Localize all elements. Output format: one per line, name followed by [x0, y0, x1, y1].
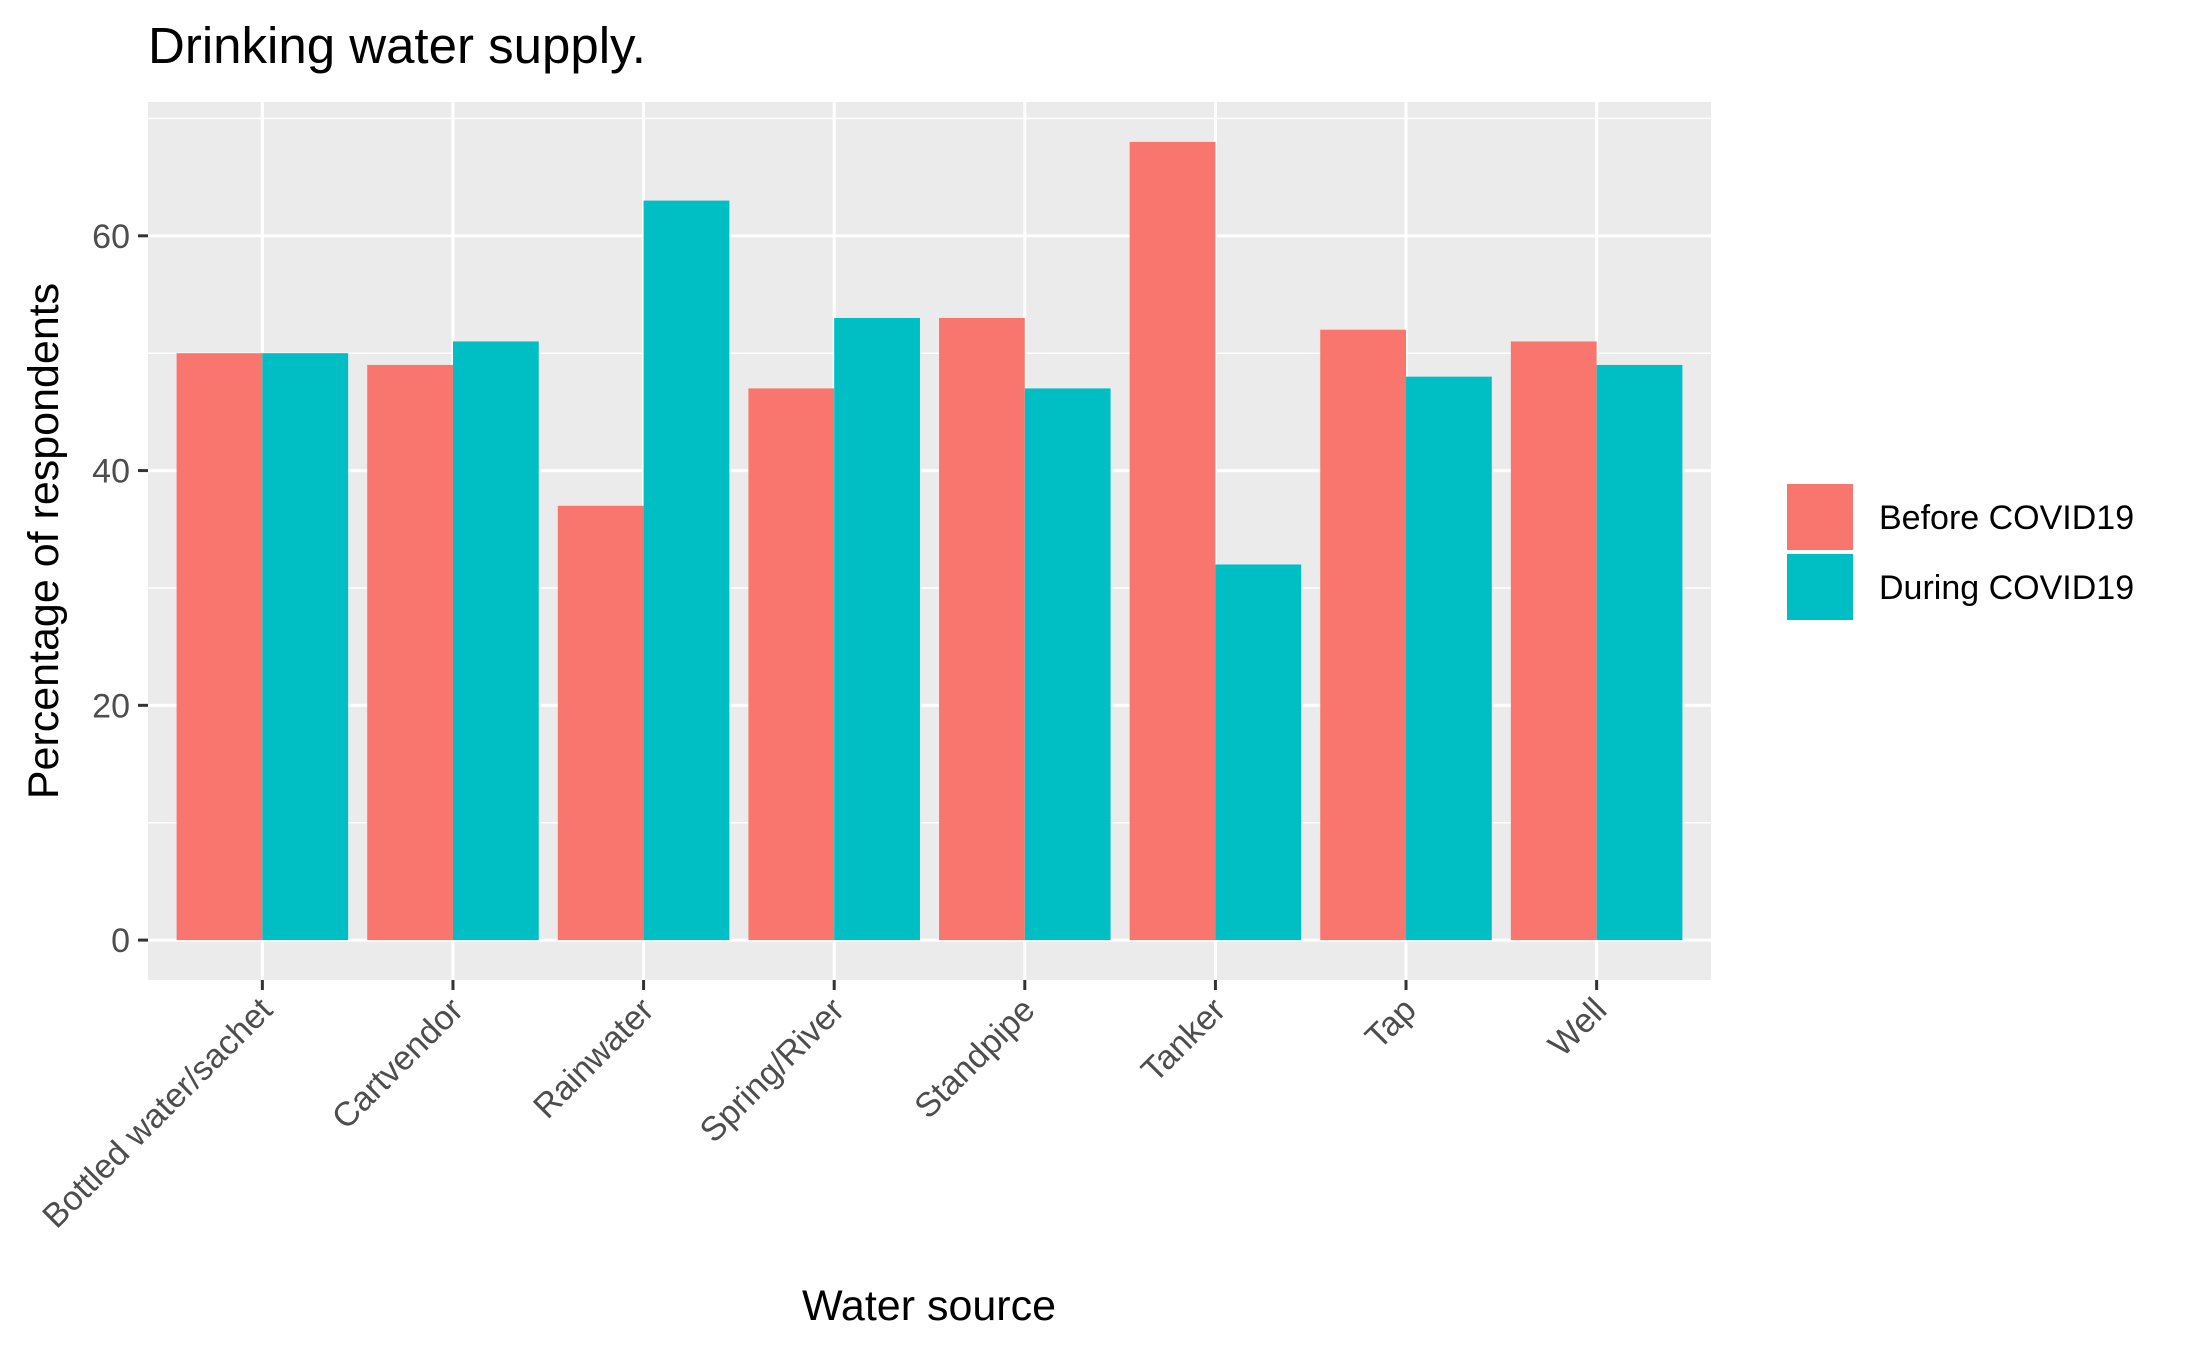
x-axis: Bottled water/sachet Cartvendor Rainwater S…: [35, 980, 1614, 1235]
x-tick-label: Spring/River: [693, 991, 852, 1150]
bar: [262, 353, 349, 941]
y-tick-label: 40: [92, 453, 130, 491]
x-tick-label: Bottled water/sachet: [35, 990, 280, 1235]
bar: [1596, 364, 1683, 941]
bars: [176, 141, 1683, 941]
x-tick-label: Rainwater: [526, 991, 661, 1126]
bar: [643, 200, 730, 941]
y-axis: 0 20 40 60: [92, 218, 148, 960]
y-axis-title: Percentage of respondents: [20, 283, 68, 799]
bar: [1215, 564, 1302, 941]
x-tick-label: Tanker: [1134, 991, 1233, 1090]
bar: [1129, 141, 1216, 941]
bar: [557, 505, 644, 941]
bar: [1510, 341, 1597, 941]
bar: [939, 317, 1025, 941]
legend: Before COVID19 During COVID19: [1785, 482, 2134, 622]
bar: [1406, 376, 1492, 941]
x-tick-label: Cartvendor: [325, 991, 471, 1137]
x-tick-label: Well: [1541, 991, 1614, 1064]
chart-title: Drinking water supply.: [148, 17, 646, 74]
bar: [1024, 388, 1111, 941]
bar: [748, 388, 835, 941]
bar: [367, 364, 453, 941]
bar: [176, 353, 263, 941]
legend-swatch: [1787, 484, 1853, 550]
bar: [1320, 329, 1407, 941]
x-tick-label: Standpipe: [907, 991, 1042, 1126]
y-tick-label: 60: [92, 218, 130, 256]
legend-label: Before COVID19: [1879, 499, 2134, 537]
bar: [452, 341, 539, 941]
y-tick-label: 0: [111, 922, 130, 960]
legend-swatch: [1787, 554, 1853, 620]
legend-label: During COVID19: [1879, 569, 2134, 607]
x-tick-label: Tap: [1358, 991, 1424, 1057]
y-tick-label: 20: [92, 687, 130, 725]
bar: [834, 317, 920, 941]
x-axis-title: Water source: [802, 1282, 1056, 1330]
